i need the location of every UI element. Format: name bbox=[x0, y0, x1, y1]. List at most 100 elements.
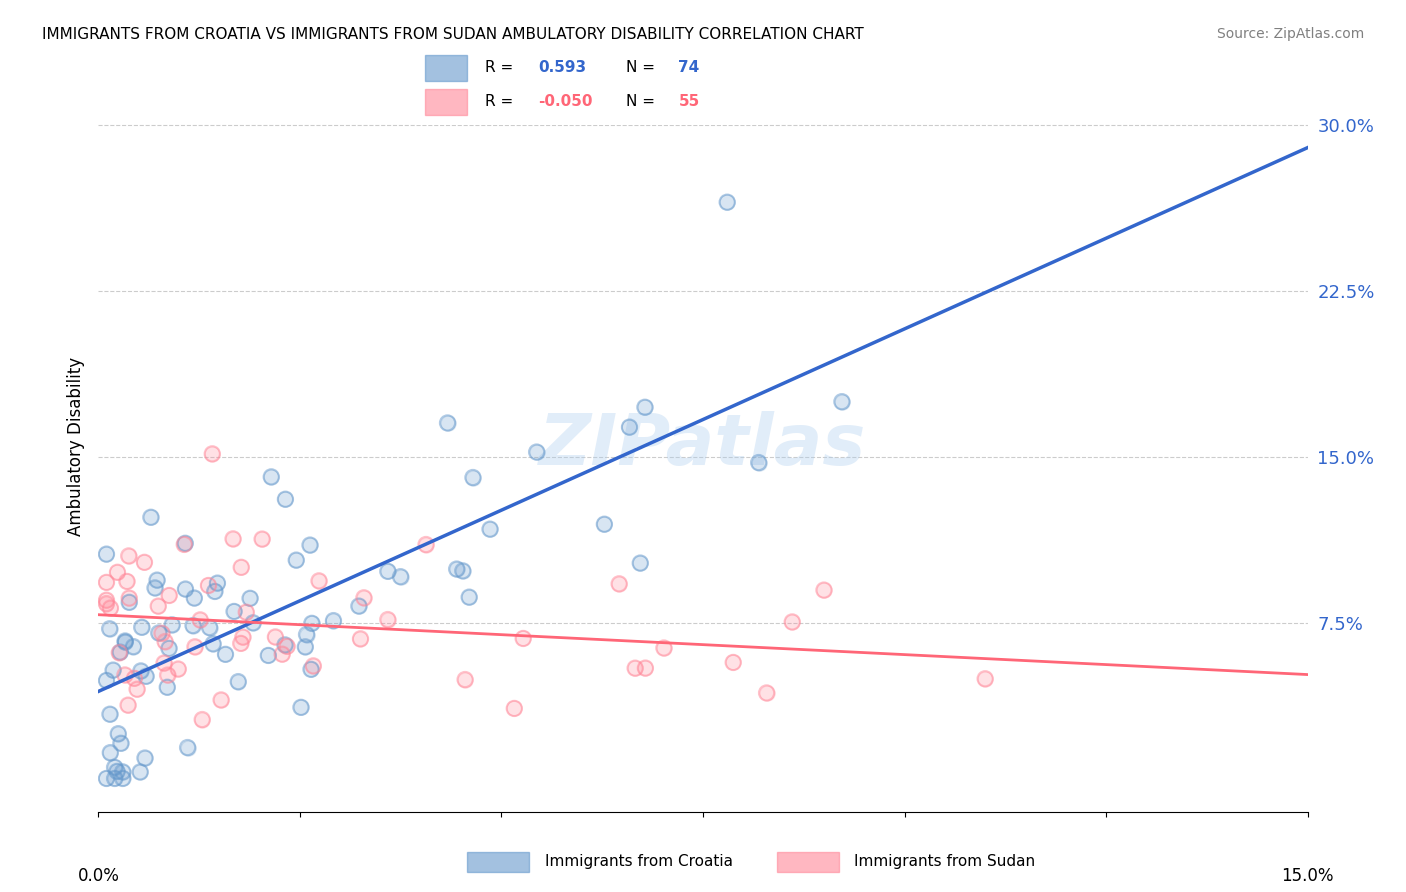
Point bbox=[721, 656, 744, 670]
Point bbox=[146, 573, 169, 587]
Point bbox=[201, 447, 224, 461]
Point bbox=[207, 576, 229, 591]
Point bbox=[974, 672, 997, 686]
Point bbox=[148, 626, 170, 640]
Point bbox=[322, 614, 344, 628]
Point bbox=[214, 648, 236, 662]
Point bbox=[209, 693, 232, 707]
Point bbox=[250, 532, 273, 546]
Point bbox=[173, 537, 195, 551]
Point bbox=[103, 760, 125, 774]
Point bbox=[415, 537, 437, 551]
Text: 15.0%: 15.0% bbox=[1281, 867, 1334, 885]
Point bbox=[377, 613, 399, 627]
Point bbox=[139, 510, 162, 524]
Point bbox=[125, 682, 148, 697]
Point bbox=[349, 632, 371, 646]
Point bbox=[634, 401, 657, 415]
Point bbox=[188, 613, 211, 627]
Point bbox=[129, 664, 152, 678]
Point bbox=[117, 698, 139, 712]
Point bbox=[191, 713, 214, 727]
Point bbox=[110, 645, 132, 659]
Point bbox=[153, 634, 176, 648]
Point bbox=[619, 420, 641, 434]
Point bbox=[110, 645, 132, 659]
Point bbox=[207, 576, 229, 591]
Point bbox=[347, 599, 370, 613]
Text: 74: 74 bbox=[678, 60, 700, 75]
Point bbox=[755, 686, 778, 700]
Point bbox=[593, 517, 616, 532]
Point bbox=[478, 522, 501, 536]
Point bbox=[114, 634, 136, 648]
Point bbox=[226, 674, 249, 689]
Text: N =: N = bbox=[626, 95, 655, 110]
Point bbox=[156, 668, 179, 682]
Point bbox=[274, 492, 297, 507]
Point bbox=[512, 632, 534, 646]
Point bbox=[107, 726, 129, 740]
Point bbox=[242, 615, 264, 630]
Point bbox=[299, 662, 322, 676]
Point bbox=[198, 621, 221, 635]
Point bbox=[181, 618, 204, 632]
Point bbox=[295, 627, 318, 641]
Point bbox=[461, 470, 484, 484]
Point bbox=[624, 661, 647, 675]
Point bbox=[301, 616, 323, 631]
Point bbox=[98, 622, 121, 636]
Point bbox=[156, 680, 179, 694]
Point bbox=[260, 470, 283, 484]
Point bbox=[274, 638, 297, 652]
Point bbox=[748, 456, 770, 470]
Point bbox=[114, 635, 136, 649]
Point bbox=[436, 416, 458, 430]
Point bbox=[118, 591, 141, 605]
Point bbox=[107, 566, 129, 580]
Point bbox=[353, 591, 375, 605]
Point bbox=[451, 564, 474, 578]
Point bbox=[114, 668, 136, 682]
Point bbox=[250, 532, 273, 546]
Point bbox=[285, 553, 308, 567]
Point bbox=[322, 614, 344, 628]
Point bbox=[607, 576, 630, 591]
Point bbox=[229, 636, 252, 650]
Point bbox=[160, 617, 183, 632]
Point bbox=[624, 661, 647, 675]
Point bbox=[96, 597, 118, 611]
Point bbox=[153, 656, 176, 670]
Text: Immigrants from Sudan: Immigrants from Sudan bbox=[855, 855, 1035, 870]
Point bbox=[183, 591, 205, 605]
Point bbox=[652, 640, 675, 655]
Point bbox=[103, 760, 125, 774]
Point bbox=[96, 593, 118, 607]
Point bbox=[478, 522, 501, 536]
Text: Immigrants from Croatia: Immigrants from Croatia bbox=[546, 855, 733, 870]
Point bbox=[174, 536, 197, 550]
Point bbox=[226, 674, 249, 689]
Point bbox=[389, 569, 412, 583]
Point bbox=[239, 591, 262, 606]
FancyBboxPatch shape bbox=[405, 38, 776, 131]
Point bbox=[101, 663, 124, 677]
Point bbox=[377, 565, 399, 579]
Point bbox=[274, 492, 297, 507]
Point bbox=[197, 578, 219, 592]
Point bbox=[125, 682, 148, 697]
Point bbox=[143, 581, 166, 595]
Point bbox=[349, 632, 371, 646]
Point bbox=[458, 590, 481, 604]
Point bbox=[129, 764, 152, 779]
Point bbox=[129, 764, 152, 779]
Point bbox=[264, 630, 287, 644]
Point bbox=[148, 599, 170, 613]
Point bbox=[96, 547, 118, 561]
Point bbox=[96, 597, 118, 611]
Point bbox=[619, 420, 641, 434]
Bar bbox=[778, 852, 839, 872]
Point bbox=[167, 662, 190, 676]
Point bbox=[122, 640, 145, 654]
Point bbox=[264, 630, 287, 644]
